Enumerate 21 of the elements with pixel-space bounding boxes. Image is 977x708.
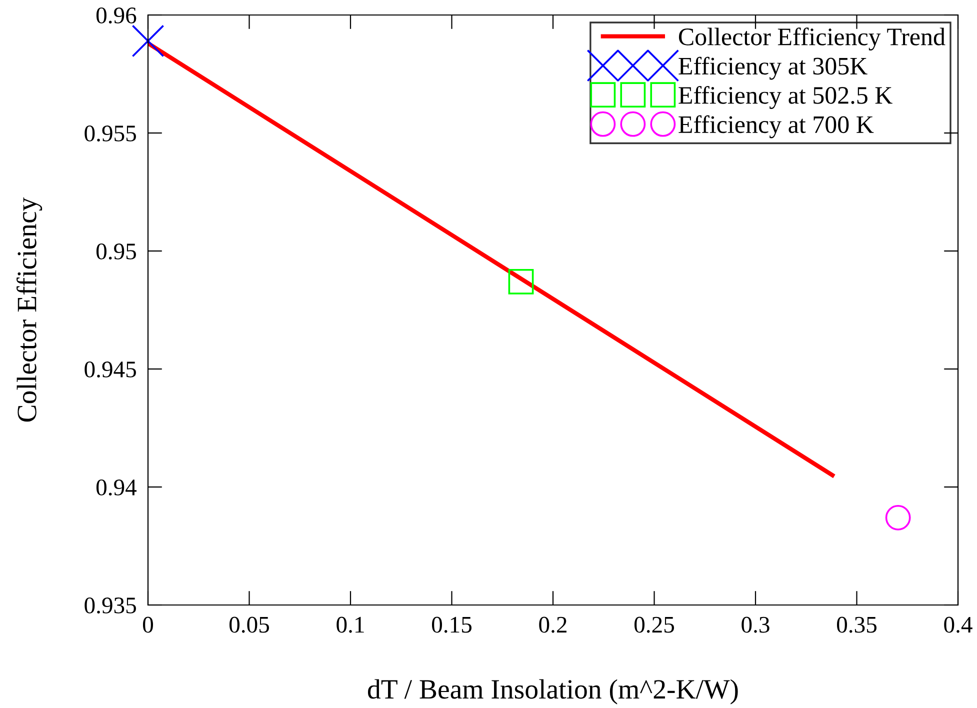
legend-label: Efficiency at 502.5 K: [678, 86, 892, 109]
x-tick-label: 0.05: [229, 616, 269, 633]
x-tick-label: 0.3: [742, 616, 770, 633]
y-tick-label: 0.935: [84, 597, 136, 614]
x-tick-label: 0.1: [336, 616, 364, 633]
legend-label: Efficiency at 700 K: [678, 115, 874, 138]
x-tick-label: 0.4: [944, 616, 972, 633]
legend-label: Efficiency at 305K: [678, 56, 868, 80]
x-tick-label: 0.15: [432, 616, 472, 633]
y-tick-label: 0.95: [96, 243, 136, 260]
y-tick-label: 0.94: [96, 479, 137, 496]
x-tick-label: 0.35: [836, 616, 876, 633]
y-tick-label: 0.955: [84, 125, 136, 142]
y-tick-label: 0.945: [84, 361, 136, 378]
y-tick-label: 0.96: [96, 7, 136, 24]
x-tick-label: 0.2: [539, 616, 566, 633]
x-tick-label: 0: [142, 616, 154, 633]
y-axis-title: Collector Efficiency: [16, 197, 42, 422]
legend-label: Collector Efficiency Trend: [678, 28, 946, 50]
x-tick-label: 0.25: [634, 616, 674, 633]
x-axis-title: dT / Beam Insolation (m^2-K/W): [368, 679, 738, 704]
